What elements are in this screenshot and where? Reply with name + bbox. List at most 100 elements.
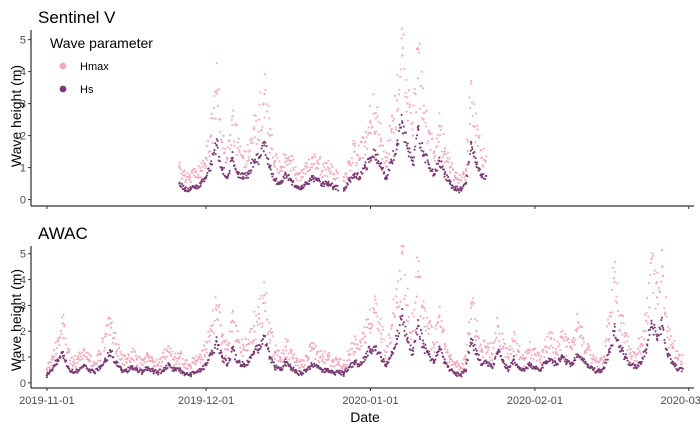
x-tick-label: 2019-11-01 xyxy=(19,395,74,407)
point-hs-2020-01-07 xyxy=(401,308,408,341)
point-hs-2020-01-01 xyxy=(369,345,377,355)
point-hs-2020-02-21 xyxy=(639,349,647,366)
point-hmax-2020-01-20 xyxy=(469,297,477,342)
point-hmax-2019-12-05 xyxy=(226,118,233,161)
point-hmax-2020-01-15 xyxy=(443,342,451,364)
legend-key-hmax xyxy=(59,62,67,70)
point-hs-2019-12-11 xyxy=(257,141,265,160)
point-hs-2019-12-21 xyxy=(310,362,318,368)
point-hmax-2019-12-06 xyxy=(231,309,239,343)
point-hmax-2019-12-20 xyxy=(305,158,313,173)
point-hs-2019-11-26 xyxy=(178,181,185,191)
point-hs-2020-02-18 xyxy=(623,353,631,366)
point-hs-2020-01-06 xyxy=(395,315,403,345)
point-hmax-2020-01-25 xyxy=(496,324,504,351)
point-hs-2020-01-15 xyxy=(443,358,451,372)
point-hmax-2020-02-27 xyxy=(671,339,679,359)
point-hs-2020-01-11 xyxy=(422,150,430,164)
point-hs-2019-12-29 xyxy=(353,359,361,368)
point-hmax-2019-12-15 xyxy=(279,152,287,173)
point-hs-2020-01-22 xyxy=(480,172,488,181)
point-hs-2019-11-19 xyxy=(141,366,149,374)
point-hmax-2019-12-03 xyxy=(215,304,223,346)
point-hs-2019-12-13 xyxy=(268,355,276,367)
point-hs-2020-01-27 xyxy=(507,360,514,373)
x-axis-title: Date xyxy=(350,409,380,425)
point-hmax-2020-02-10 xyxy=(581,326,589,355)
point-hmax-2020-01-28 xyxy=(512,331,520,357)
point-hs-2020-02-17 xyxy=(618,344,626,361)
point-hmax-2020-01-14 xyxy=(438,112,445,158)
point-hmax-2019-12-16 xyxy=(284,153,292,166)
point-hmax-2019-12-29 xyxy=(353,142,361,167)
point-hs-2020-01-23 xyxy=(485,361,493,368)
point-hs-2019-12-24 xyxy=(326,367,334,374)
panel-sentinel-points xyxy=(178,27,488,194)
point-hmax-2019-12-12 xyxy=(263,73,271,135)
point-hmax-2019-12-13 xyxy=(268,128,276,166)
point-hmax-2020-01-08 xyxy=(406,89,414,131)
point-hs-2020-01-01 xyxy=(369,148,377,162)
y-axis-title-sentinel: Wave height (m) xyxy=(8,65,24,167)
panel-sentinel-v: 0 1 2 3 4 5 xyxy=(20,27,694,209)
point-hmax-2020-02-15 xyxy=(607,266,616,341)
point-hs-2019-11-07 xyxy=(77,365,85,372)
point-hmax-2019-12-22 xyxy=(316,350,324,363)
point-hs-2019-12-15 xyxy=(279,173,286,185)
point-hs-2019-12-10 xyxy=(252,344,260,355)
point-hs-2019-12-24 xyxy=(326,180,334,190)
point-hs-2019-12-07 xyxy=(236,359,244,368)
point-hs-2019-12-27 xyxy=(342,178,350,192)
point-hmax-2020-01-02 xyxy=(374,106,382,147)
point-hs-2019-11-16 xyxy=(125,365,132,374)
y-tick-label: 2 xyxy=(20,131,26,143)
point-hs-2019-12-05 xyxy=(226,157,234,180)
point-hmax-2020-01-07 xyxy=(401,245,408,322)
point-hs-2019-12-25 xyxy=(332,369,339,376)
point-hs-2019-12-29 xyxy=(353,172,361,181)
point-hs-2019-12-19 xyxy=(300,368,308,376)
y-tick-label: 1 xyxy=(20,352,26,364)
point-hmax-2020-01-10 xyxy=(417,260,425,318)
point-hs-2020-01-28 xyxy=(512,355,520,369)
point-hmax-2019-11-13 xyxy=(109,317,117,344)
point-hs-2019-11-06 xyxy=(72,368,79,374)
legend-key-hs xyxy=(59,85,67,93)
point-hmax-2020-01-13 xyxy=(432,133,440,163)
point-hs-2020-02-25 xyxy=(660,316,669,351)
point-hs-2020-01-02 xyxy=(374,153,382,168)
point-hs-2020-01-05 xyxy=(390,334,398,356)
point-hs-2019-12-18 xyxy=(294,369,302,377)
point-hs-2019-12-28 xyxy=(348,174,356,183)
point-hs-2019-12-22 xyxy=(316,364,324,373)
point-hmax-2020-02-18 xyxy=(623,331,631,356)
point-hmax-2020-01-01 xyxy=(369,295,376,334)
point-hmax-2020-01-31 xyxy=(528,340,536,360)
point-hmax-2019-12-09 xyxy=(247,327,255,346)
point-hmax-2020-01-11 xyxy=(422,300,430,332)
point-hs-2020-01-10 xyxy=(417,319,424,349)
point-hmax-2019-11-23 xyxy=(162,345,170,360)
point-hmax-2019-12-02 xyxy=(210,91,217,145)
point-hmax-2020-01-04 xyxy=(385,125,393,168)
legend-title: Wave parameter xyxy=(50,35,153,51)
point-hs-2019-11-09 xyxy=(88,368,96,374)
point-hmax-2019-11-26 xyxy=(178,350,186,369)
panel-awac-points xyxy=(45,244,685,379)
point-hmax-2019-11-06 xyxy=(72,354,79,368)
point-hmax-2020-02-26 xyxy=(666,325,674,350)
y-tick-label: 1 xyxy=(20,163,26,175)
point-hmax-2020-02-14 xyxy=(602,318,610,363)
point-hmax-2019-12-23 xyxy=(321,161,329,179)
point-hmax-2019-11-02 xyxy=(51,341,58,361)
point-hmax-2019-11-16 xyxy=(125,353,132,365)
point-hs-2020-02-04 xyxy=(549,358,557,367)
point-hs-2020-01-08 xyxy=(406,336,414,356)
point-hmax-2019-12-01 xyxy=(204,135,212,167)
point-hmax-2019-12-30 xyxy=(358,136,366,161)
y-tick-label: 0 xyxy=(20,195,26,207)
point-hmax-2020-02-22 xyxy=(645,262,652,325)
point-hmax-2019-12-25 xyxy=(332,168,339,181)
point-hs-2019-12-20 xyxy=(305,362,313,372)
point-hmax-2019-11-30 xyxy=(199,159,207,179)
